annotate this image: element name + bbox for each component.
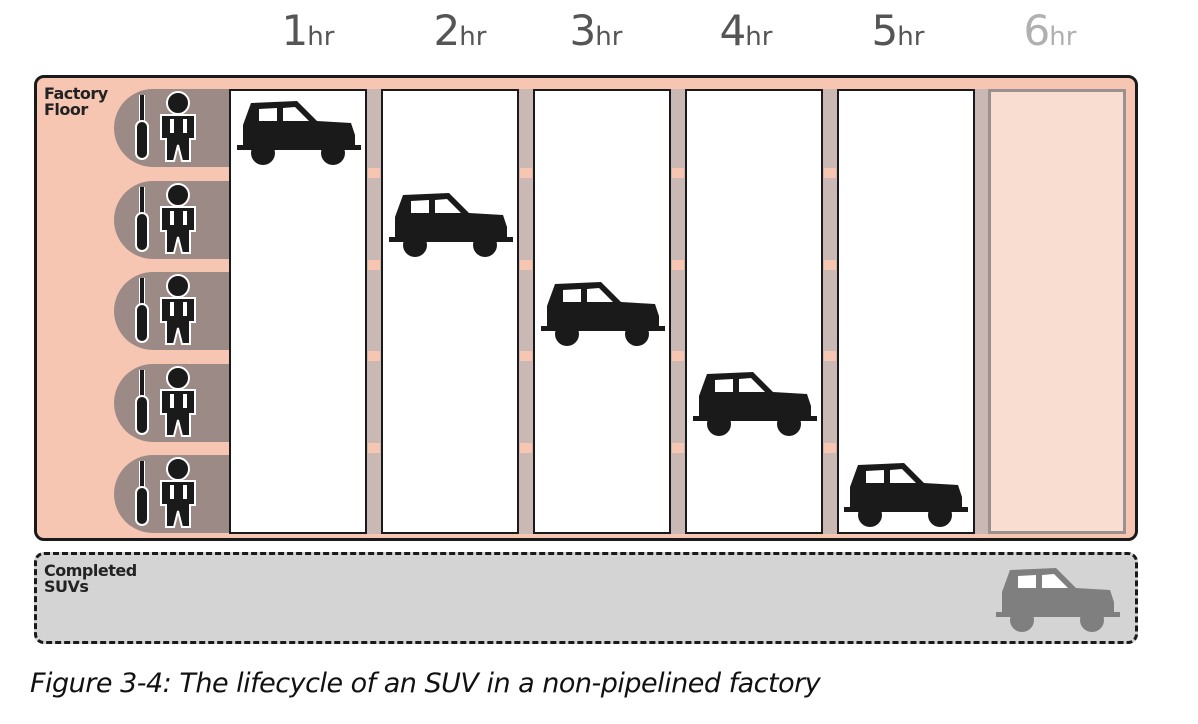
worker-icon — [128, 455, 200, 533]
row-marker — [824, 168, 836, 178]
suv-icon — [541, 276, 665, 348]
figure-caption: Figure 3-4: The lifecycle of an SUV in a… — [30, 668, 821, 699]
factory-floor-label: Factory Floor — [44, 84, 108, 119]
row-marker — [520, 443, 532, 453]
row-marker — [368, 168, 380, 178]
column-divider — [671, 89, 685, 534]
column-divider — [519, 89, 533, 534]
row-marker — [520, 351, 532, 361]
suv-icon — [237, 95, 361, 167]
suv-icon — [693, 366, 817, 438]
row-marker — [824, 443, 836, 453]
column-divider — [823, 89, 837, 534]
worker-icon — [128, 181, 200, 259]
completed-suvs-label: Completed SUVs — [44, 561, 137, 596]
hour-column-5 — [837, 89, 975, 534]
row-marker — [520, 260, 532, 270]
completed-suvs-area — [34, 552, 1138, 644]
hour-column-1 — [229, 89, 367, 534]
worker-icon — [128, 89, 200, 167]
row-marker — [672, 168, 684, 178]
row-marker — [368, 443, 380, 453]
hour-column-6 — [988, 89, 1126, 534]
completed-suv-icon — [996, 562, 1120, 634]
hour-label-2: 2hr — [433, 6, 487, 55]
hour-column-2 — [381, 89, 519, 534]
hour-column-4 — [685, 89, 823, 534]
hour-label-1: 1hr — [281, 6, 335, 55]
column-divider — [367, 89, 381, 534]
hour-label-6: 6hr — [1023, 6, 1077, 55]
row-marker — [368, 260, 380, 270]
row-marker — [824, 260, 836, 270]
row-marker — [672, 351, 684, 361]
suv-icon — [389, 187, 513, 259]
row-marker — [672, 260, 684, 270]
worker-icon — [128, 272, 200, 350]
row-marker — [368, 351, 380, 361]
row-marker — [672, 443, 684, 453]
hour-label-4: 4hr — [719, 6, 773, 55]
row-marker — [824, 351, 836, 361]
row-marker — [520, 168, 532, 178]
suv-icon — [844, 457, 968, 529]
column-divider — [975, 89, 989, 534]
hour-label-3: 3hr — [569, 6, 623, 55]
hour-label-5: 5hr — [871, 6, 925, 55]
worker-icon — [128, 364, 200, 442]
